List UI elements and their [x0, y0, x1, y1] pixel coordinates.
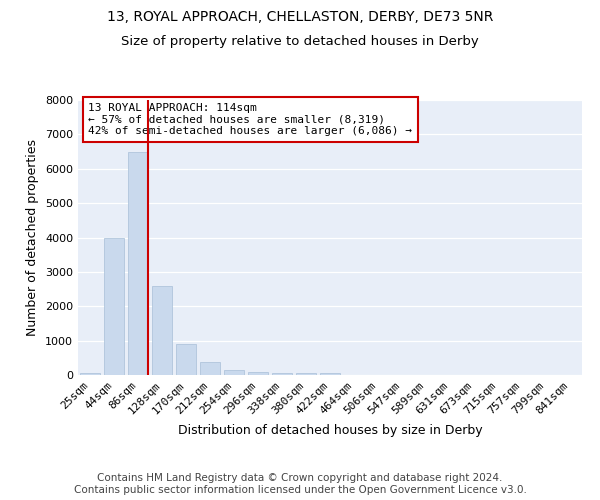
Bar: [272, 373, 292, 375]
Bar: [320, 374, 340, 375]
Bar: [104, 238, 124, 375]
Bar: [200, 362, 220, 375]
Bar: [152, 286, 172, 375]
Text: Contains HM Land Registry data © Crown copyright and database right 2024.
Contai: Contains HM Land Registry data © Crown c…: [74, 474, 526, 495]
X-axis label: Distribution of detached houses by size in Derby: Distribution of detached houses by size …: [178, 424, 482, 437]
Y-axis label: Number of detached properties: Number of detached properties: [26, 139, 40, 336]
Bar: [224, 370, 244, 375]
Bar: [80, 374, 100, 375]
Bar: [128, 152, 148, 375]
Text: 13 ROYAL APPROACH: 114sqm
← 57% of detached houses are smaller (8,319)
42% of se: 13 ROYAL APPROACH: 114sqm ← 57% of detac…: [88, 103, 412, 136]
Bar: [176, 344, 196, 375]
Bar: [296, 374, 316, 375]
Text: Size of property relative to detached houses in Derby: Size of property relative to detached ho…: [121, 35, 479, 48]
Text: 13, ROYAL APPROACH, CHELLASTON, DERBY, DE73 5NR: 13, ROYAL APPROACH, CHELLASTON, DERBY, D…: [107, 10, 493, 24]
Bar: [248, 372, 268, 375]
